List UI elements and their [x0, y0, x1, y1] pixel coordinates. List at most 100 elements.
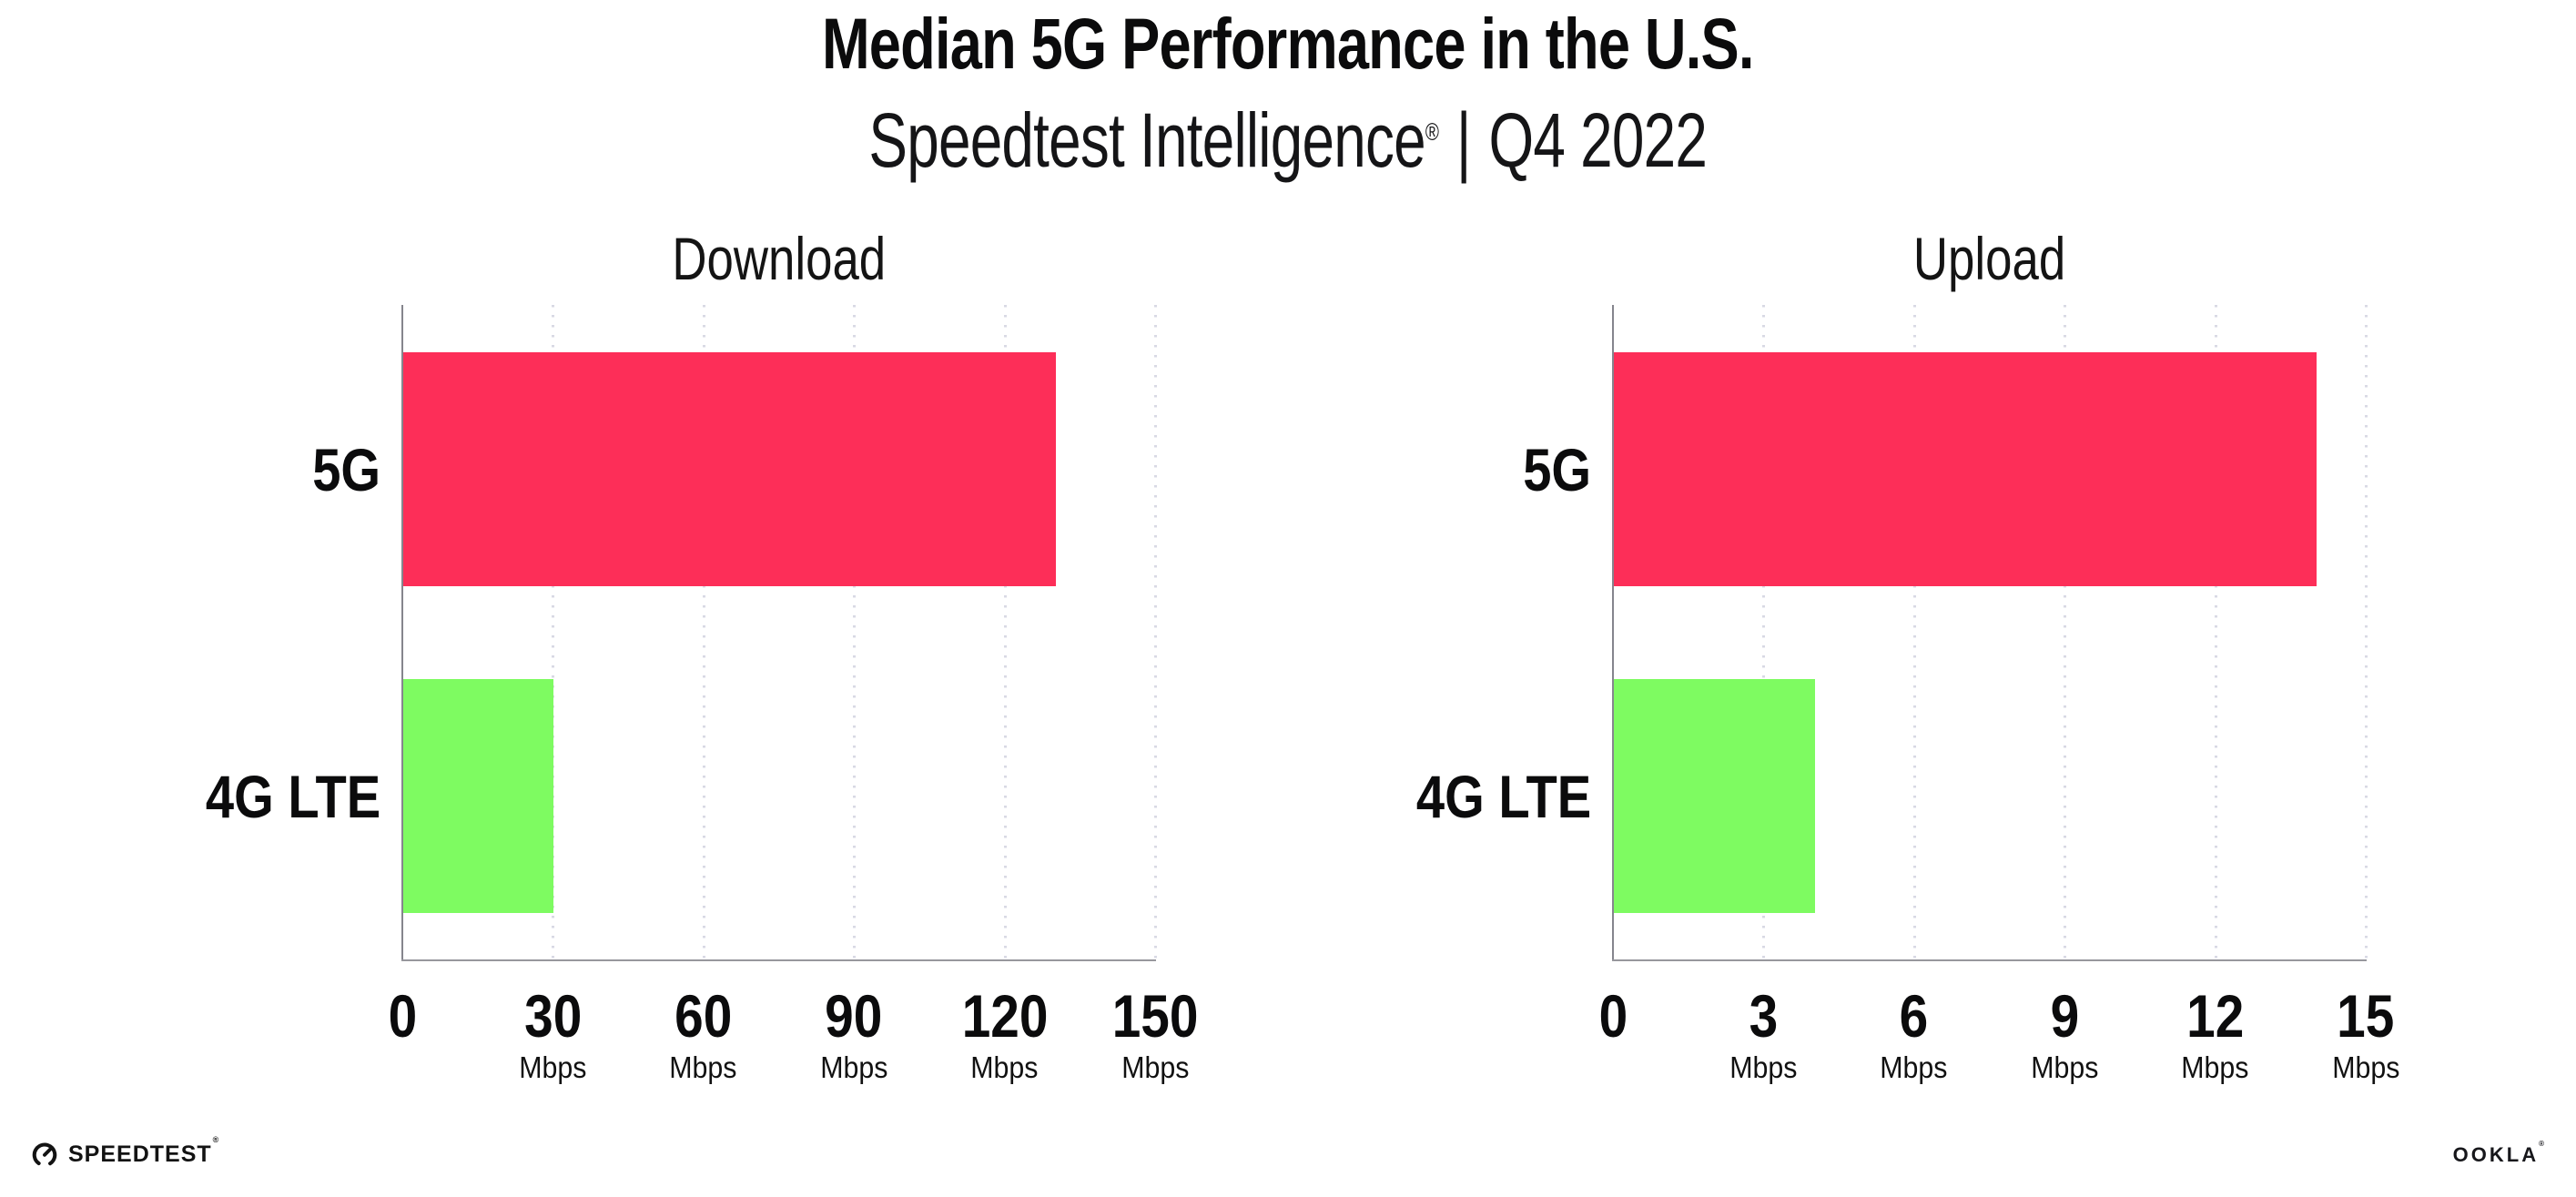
gridline-90 [853, 305, 857, 959]
registered-mark: ® [1425, 118, 1439, 146]
x-tick-number-text: 6 [1900, 982, 1929, 1050]
gridline-120 [1003, 305, 1007, 959]
speedtest-registered-mark: ® [212, 1134, 220, 1144]
x-tick-unit-text: Mbps [2031, 1050, 2099, 1084]
x-tick-number-text: 3 [1749, 982, 1779, 1050]
x-tick-30: 30 Mbps [471, 986, 634, 1082]
gridline-3 [1762, 305, 1766, 959]
x-tick-unit-text: Mbps [1880, 1050, 1948, 1084]
x-tick-120: 120 Mbps [923, 986, 1087, 1082]
bar-4g-lte [1614, 679, 1815, 913]
x-tick-unit-text: Mbps [2331, 1050, 2400, 1084]
x-tick-number: 30 [471, 986, 634, 1046]
download-chart: Download 5G 4G LTE 0 30 Mbps 60 Mbps 90 Mbps 120 Mb… [82, 114, 1320, 1101]
x-tick-unit: Mbps [1073, 1052, 1237, 1082]
bar-5g [403, 352, 1056, 586]
x-tick-number: 0 [320, 986, 484, 1046]
speedtest-logo: SPEEDTEST® [31, 1135, 218, 1171]
x-tick-number-text: 15 [2337, 982, 2395, 1050]
x-tick-60: 60 Mbps [622, 986, 786, 1082]
x-tick-unit-text: Mbps [970, 1050, 1039, 1084]
x-tick-number: 120 [923, 986, 1087, 1046]
x-tick-90: 90 Mbps [772, 986, 936, 1082]
x-tick-number: 0 [1531, 986, 1695, 1046]
subtitle-period: Q4 2022 [1488, 97, 1708, 183]
x-tick-unit-text: Mbps [519, 1050, 587, 1084]
gridline-9 [2064, 305, 2067, 959]
x-tick-number-text: 90 [825, 982, 883, 1050]
category-label-4g-lte: 4G LTE [82, 766, 380, 827]
chart-title-text: Upload [1912, 225, 2066, 292]
x-tick-number-text: 9 [2050, 982, 2079, 1050]
x-tick-unit-text: Mbps [669, 1050, 737, 1084]
x-tick-number: 15 [2284, 986, 2448, 1046]
gridline-60 [702, 305, 705, 959]
x-tick-6: 6 Mbps [1832, 986, 1996, 1082]
category-label-text: 5G [312, 435, 380, 503]
gridline-30 [552, 305, 555, 959]
x-tick-12: 12 Mbps [2134, 986, 2297, 1082]
category-label-text: 4G LTE [1415, 762, 1591, 830]
x-tick-unit: Mbps [471, 1052, 634, 1082]
x-axis [401, 959, 1156, 961]
x-tick-unit-text: Mbps [820, 1050, 888, 1084]
x-tick-number: 9 [1983, 986, 2146, 1046]
bar-4g-lte [403, 679, 554, 913]
x-tick-9: 9 Mbps [1983, 986, 2146, 1082]
x-tick-0: 0 [320, 986, 484, 1046]
chart-title: Download [402, 228, 1155, 292]
x-tick-number: 12 [2134, 986, 2297, 1046]
ookla-label: OOKLA [2452, 1143, 2540, 1166]
x-tick-number-text: 0 [1598, 982, 1628, 1050]
x-tick-number: 150 [1073, 986, 1237, 1046]
page-subtitle-text: Speedtest Intelligence® | Q4 2022 [869, 96, 1709, 184]
page-subtitle: Speedtest Intelligence® | Q4 2022 [0, 96, 2576, 184]
x-tick-unit-text: Mbps [2181, 1050, 2249, 1084]
subtitle-separator: | [1456, 96, 1472, 184]
speedtest-wordmark: SPEEDTEST® [68, 1135, 218, 1166]
x-tick-unit-text: Mbps [1729, 1050, 1798, 1084]
x-tick-number: 3 [1681, 986, 1845, 1046]
x-axis [1612, 959, 2367, 961]
category-label-5g: 5G [82, 440, 380, 500]
category-label-5g: 5G [1293, 440, 1591, 500]
gridline-15 [2365, 305, 2368, 959]
x-tick-unit: Mbps [1983, 1052, 2146, 1082]
gridline-12 [2214, 305, 2217, 959]
gridline-6 [1912, 305, 1916, 959]
x-tick-number-text: 120 [961, 982, 1048, 1050]
x-tick-unit: Mbps [772, 1052, 936, 1082]
x-tick-number-text: 30 [523, 982, 582, 1050]
speedtest-gauge-icon [32, 1142, 57, 1168]
x-tick-3: 3 Mbps [1681, 986, 1845, 1082]
x-tick-15: 15 Mbps [2284, 986, 2448, 1082]
subtitle-brand: Speedtest Intelligence [868, 97, 1426, 183]
x-tick-number: 6 [1832, 986, 1996, 1046]
chart-title-text: Download [672, 225, 886, 292]
category-label-4g-lte: 4G LTE [1293, 766, 1591, 827]
x-tick-number: 60 [622, 986, 786, 1046]
gridline-150 [1154, 305, 1157, 959]
upload-chart: Upload 5G 4G LTE 0 3 Mbps 6 Mbps 9 Mbps 12 Mbps 15 Mb… [1293, 114, 2530, 1101]
x-tick-150: 150 Mbps [1073, 986, 1237, 1082]
x-tick-number-text: 150 [1111, 982, 1199, 1050]
category-label-text: 4G LTE [205, 762, 380, 830]
chart-title: Upload [1613, 228, 2366, 292]
ookla-registered-mark: ® [2539, 1140, 2547, 1148]
x-tick-number-text: 0 [388, 982, 417, 1050]
bar-5g [1614, 352, 2317, 586]
x-tick-unit-text: Mbps [1121, 1050, 1190, 1084]
x-tick-number-text: 12 [2186, 982, 2245, 1050]
ookla-logo: OOKLA® [2452, 1141, 2547, 1166]
y-axis [401, 305, 403, 961]
x-tick-unit: Mbps [923, 1052, 1087, 1082]
x-tick-unit: Mbps [2134, 1052, 2297, 1082]
x-tick-unit: Mbps [2284, 1052, 2448, 1082]
x-tick-unit: Mbps [1832, 1052, 1996, 1082]
x-tick-0: 0 [1531, 986, 1695, 1046]
x-tick-number-text: 60 [674, 982, 733, 1050]
y-axis [1612, 305, 1614, 961]
category-label-text: 5G [1523, 435, 1591, 503]
x-tick-number: 90 [772, 986, 936, 1046]
